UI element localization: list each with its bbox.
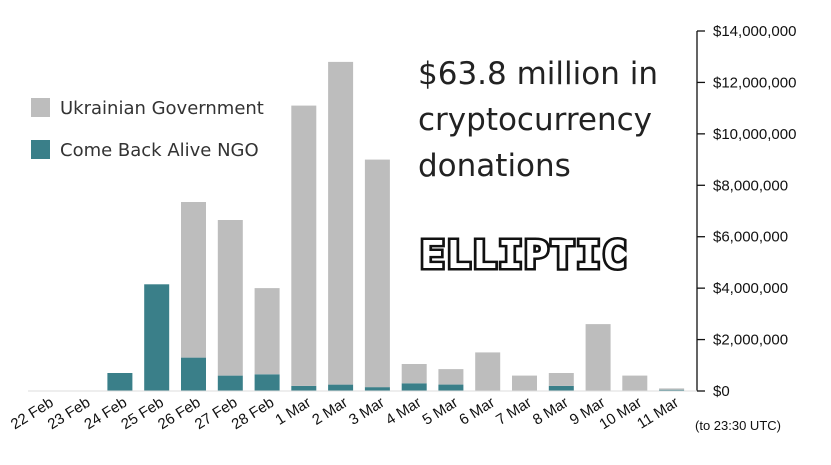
y-axis: $0 $2,000,000 $4,000,000 $6,000,000 $8,000,0…	[28, 23, 796, 400]
y-tick-label: $10,000,000	[713, 126, 796, 143]
x-tick-label: 4 Mar	[383, 394, 425, 429]
bar-government-16	[622, 375, 648, 391]
bar-government-8	[328, 61, 354, 385]
legend-swatch	[31, 140, 50, 159]
x-tick-label: 1 Mar	[272, 394, 314, 429]
x-tick-label: 7 Mar	[493, 394, 535, 429]
headline-line-1: $63.8 million in	[418, 56, 658, 92]
bar-ngo-9	[364, 387, 390, 391]
x-tick-label: 6 Mar	[456, 394, 498, 429]
time-note: (to 23:30 UTC)	[695, 418, 781, 433]
bar-ngo-6	[254, 374, 280, 391]
y-tick-label: $12,000,000	[713, 74, 796, 91]
bar-ngo-10	[401, 383, 427, 391]
bar-ngo-5	[217, 375, 243, 391]
bar-ngo-7	[291, 385, 317, 391]
x-tick-label: 28 Feb	[229, 394, 278, 433]
legend-swatch	[31, 98, 50, 117]
headline-line-2: cryptocurrency	[418, 102, 652, 138]
bar-government-12	[475, 352, 501, 391]
bar-government-15	[585, 324, 611, 391]
y-tick-label: $4,000,000	[713, 280, 788, 297]
bars-group	[33, 61, 685, 392]
legend: Ukrainian Government Come Back Alive NGO	[31, 98, 264, 161]
bar-government-11	[438, 369, 464, 385]
bar-ngo-14	[548, 385, 574, 391]
y-tick-label: $6,000,000	[713, 229, 788, 246]
bar-ngo-11	[438, 384, 464, 391]
legend-label: Come Back Alive NGO	[60, 140, 259, 161]
x-tick-label: 10 Mar	[596, 394, 645, 433]
y-tick-label: $0	[713, 383, 730, 400]
headline-line-3: donations	[418, 148, 571, 184]
x-tick-label: 2 Mar	[309, 394, 351, 429]
y-tick-label: $14,000,000	[713, 23, 796, 40]
bar-government-10	[401, 364, 427, 384]
bar-government-13	[512, 375, 537, 391]
bar-ngo-8	[328, 384, 354, 391]
bar-government-6	[254, 288, 280, 375]
bar-ngo-4	[181, 357, 206, 391]
x-tick-label: 3 Mar	[346, 394, 388, 429]
bar-ngo-17	[659, 389, 685, 391]
bar-government-14	[548, 373, 574, 386]
bar-government-4	[181, 202, 206, 358]
bar-government-5	[217, 220, 243, 376]
y-tick-label: $8,000,000	[713, 177, 788, 194]
legend-label: Ukrainian Government	[60, 98, 264, 119]
elliptic-logo: ELLIPTIC	[420, 233, 628, 277]
bar-government-9	[364, 159, 390, 388]
x-tick-label: 5 Mar	[419, 394, 461, 429]
bar-government-17	[659, 388, 685, 390]
bar-government-7	[291, 105, 317, 386]
y-tick-label: $2,000,000	[713, 332, 788, 349]
x-tick-label: 8 Mar	[530, 394, 572, 429]
x-tick-label: 11 Mar	[634, 394, 682, 433]
bar-ngo-3	[144, 284, 170, 391]
headline: $63.8 million in cryptocurrency donation…	[418, 56, 658, 184]
bar-ngo-2	[107, 373, 133, 391]
